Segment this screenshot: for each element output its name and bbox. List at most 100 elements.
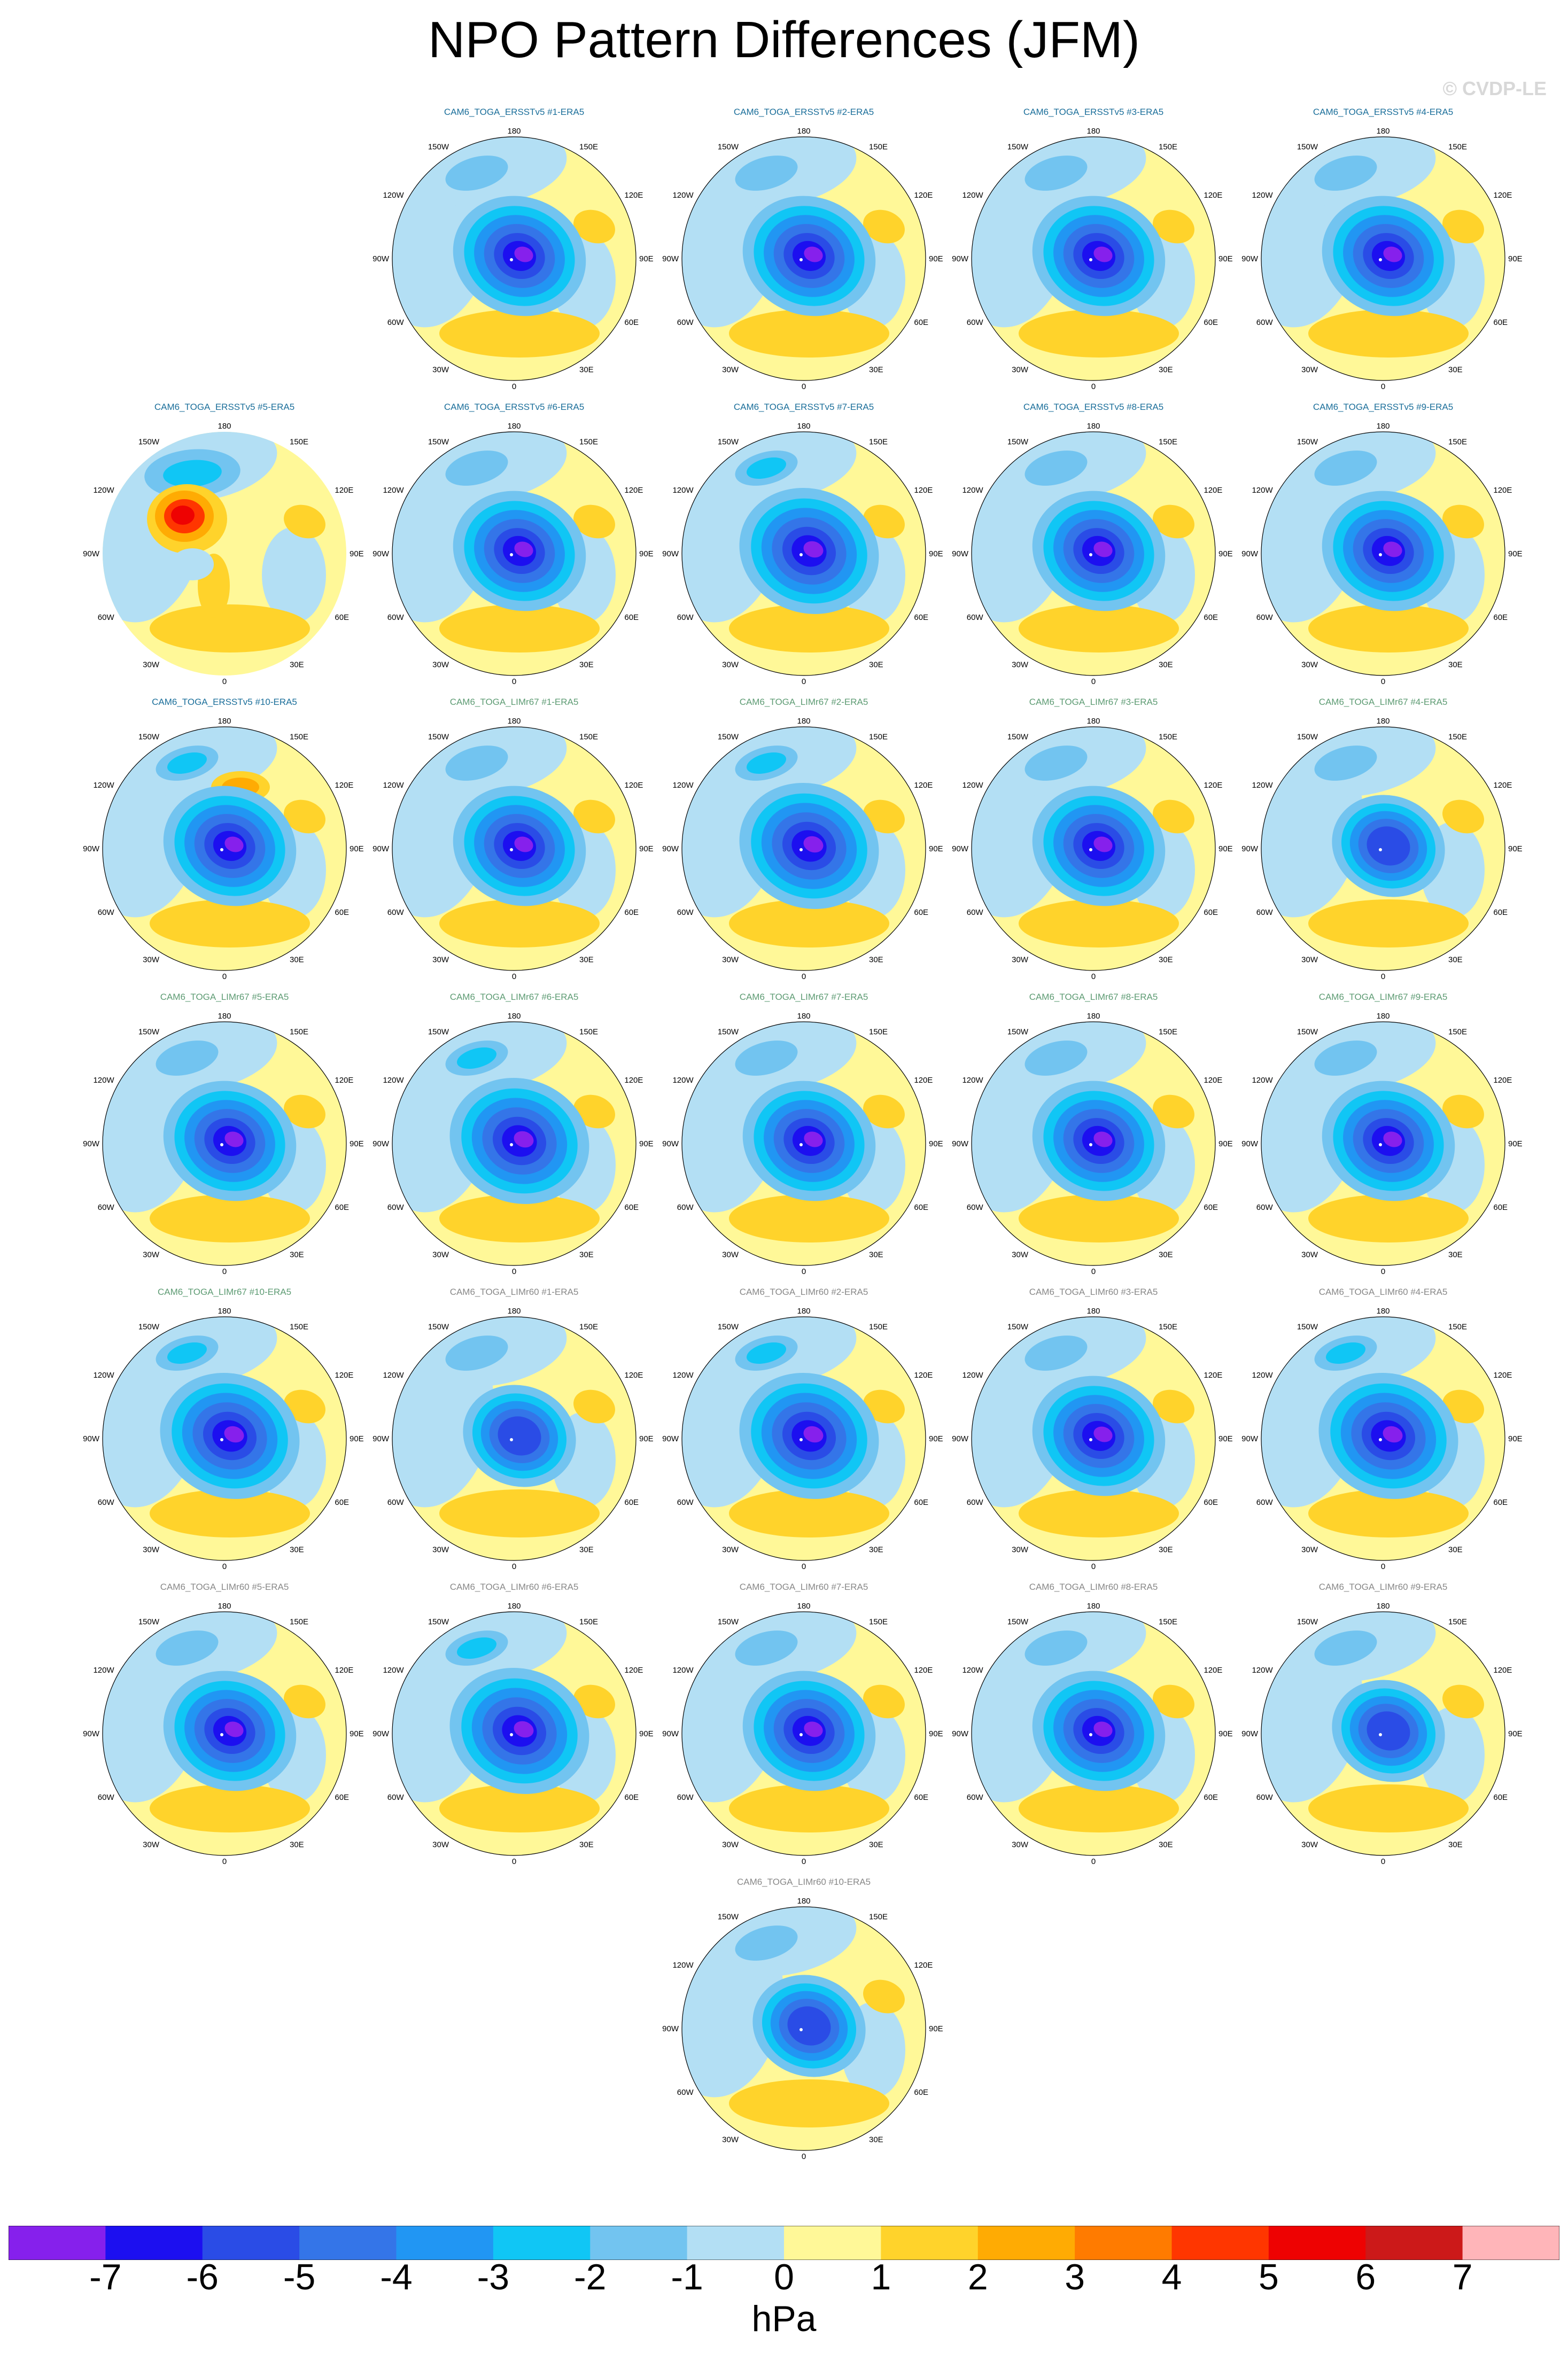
map-label-bottom: 0 [512, 972, 516, 981]
colorbar-swatch [1268, 2226, 1366, 2260]
map-label-upper_left_2: 120W [672, 1666, 694, 1675]
map-label-upper_right_2: 120E [1204, 781, 1222, 790]
map-label-upper_left_2: 120W [1252, 191, 1273, 200]
colorbar-tick-label: -2 [574, 2257, 607, 2297]
map-label-upper_left_1: 150W [428, 143, 449, 152]
panel-title: CAM6_TOGA_LIMr67 #5-ERA5 [160, 992, 289, 1002]
map-label-upper_left_1: 150W [718, 1028, 739, 1037]
map-label-lower_left_1: 60W [387, 1203, 405, 1212]
figure-title: NPO Pattern Differences (JFM) [428, 11, 1140, 68]
map-label-lower_left_2: 30W [722, 1545, 739, 1554]
polar-map: 180 0 90W 90E 150W 120W 150E 120E 60W 30W 60E 30E [1241, 1012, 1523, 1276]
map-label-left: 90W [83, 1139, 100, 1148]
colorbar-tick-label: -3 [477, 2257, 510, 2297]
panel-title: CAM6_TOGA_LIMr60 #5-ERA5 [160, 1582, 289, 1592]
map-label-left: 90W [952, 1729, 969, 1738]
map-label-lower_right_1: 60E [1493, 1498, 1508, 1507]
map-label-lower_left_1: 60W [387, 908, 405, 917]
panel-title: CAM6_TOGA_ERSSTv5 #3-ERA5 [1023, 107, 1164, 117]
map-label-lower_left_1: 60W [677, 318, 694, 327]
map-label-lower_right_2: 30E [1159, 1250, 1173, 1259]
map-label-top: 180 [218, 1012, 231, 1021]
panel-title: CAM6_TOGA_ERSSTv5 #1-ERA5 [444, 107, 585, 117]
map-label-lower_left_2: 30W [722, 1250, 739, 1259]
map-label-lower_right_1: 60E [624, 1793, 639, 1802]
map-label-lower_right_1: 60E [624, 318, 639, 327]
map-label-bottom: 0 [802, 972, 806, 981]
polar-map: 180 0 90W 90E 150W 120W 150E 120E 60W 30W 60E 30E [1241, 1602, 1523, 1866]
map-label-upper_left_2: 120W [962, 191, 983, 200]
colorbar-tick-label: -1 [671, 2257, 703, 2297]
map-label-upper_right_1: 150E [579, 1618, 598, 1627]
map-label-upper_left_1: 150W [1297, 438, 1318, 447]
map-label-lower_left_2: 30W [143, 660, 160, 669]
map-label-lower_right_1: 60E [914, 1498, 928, 1507]
map-label-left: 90W [1241, 1729, 1259, 1738]
map-panel: CAM6_TOGA_ERSSTv5 #7-ERA5 180 0 90W 90E 150W 1… [659, 402, 948, 701]
map-label-upper_left_1: 150W [1297, 1618, 1318, 1627]
map-label-lower_left_1: 60W [967, 1203, 984, 1212]
map-label-lower_right_1: 60E [1204, 1498, 1218, 1507]
map-label-lower_left_2: 30W [722, 660, 739, 669]
map-label-left: 90W [372, 1139, 390, 1148]
colorbar-tick-label: -5 [283, 2257, 316, 2297]
colorbar-swatch [299, 2226, 397, 2260]
map-label-upper_left_2: 120W [383, 781, 404, 790]
map-label-right: 90E [929, 549, 943, 558]
credit-watermark: © CVDP-LE [1442, 77, 1547, 99]
map-label-lower_right_2: 30E [579, 1840, 594, 1849]
map-label-lower_left_2: 30W [143, 955, 160, 964]
map-label-lower_right_2: 30E [1159, 955, 1173, 964]
map-label-upper_right_2: 120E [914, 486, 933, 495]
map-label-lower_left_2: 30W [1301, 660, 1318, 669]
map-label-right: 90E [929, 844, 943, 853]
map-label-lower_left_1: 60W [387, 1498, 405, 1507]
map-panel: CAM6_TOGA_ERSSTv5 #3-ERA5 180 0 90W 90E 150W 1… [949, 107, 1238, 406]
map-label-left: 90W [662, 254, 679, 263]
map-label-right: 90E [350, 1139, 364, 1148]
map-label-lower_right_1: 60E [335, 908, 349, 917]
map-label-upper_right_2: 120E [914, 1961, 933, 1970]
map-label-lower_left_2: 30W [143, 1840, 160, 1849]
map-label-upper_left_1: 150W [1297, 143, 1318, 152]
map-panel: CAM6_TOGA_LIMr67 #8-ERA5 180 0 90W 90E 150W 12… [949, 992, 1238, 1291]
map-label-upper_right_1: 150E [869, 1028, 888, 1037]
panel-title: CAM6_TOGA_LIMr60 #9-ERA5 [1318, 1582, 1448, 1592]
colorbar-swatch [784, 2226, 881, 2260]
map-label-top: 180 [218, 1307, 231, 1316]
map-label-upper_right_2: 120E [624, 486, 643, 495]
panel-title: CAM6_TOGA_LIMr67 #9-ERA5 [1318, 992, 1448, 1002]
map-label-upper_left_2: 120W [672, 191, 694, 200]
map-label-upper_right_1: 150E [1159, 1618, 1177, 1627]
map-label-upper_right_2: 120E [1204, 191, 1222, 200]
map-label-left: 90W [83, 549, 100, 558]
map-label-lower_right_2: 30E [1159, 660, 1173, 669]
map-label-lower_left_1: 60W [387, 613, 405, 622]
map-label-lower_left_2: 30W [432, 955, 449, 964]
map-label-lower_left_2: 30W [1012, 955, 1029, 964]
map-label-bottom: 0 [802, 677, 806, 686]
map-label-lower_left_2: 30W [143, 1250, 160, 1259]
map-label-top: 180 [218, 717, 231, 726]
map-label-lower_left_1: 60W [677, 1203, 694, 1212]
map-label-lower_right_1: 60E [914, 2088, 928, 2097]
map-label-upper_left_1: 150W [1007, 733, 1029, 742]
colorbar-tick-label: 3 [1065, 2257, 1085, 2297]
panel-title: CAM6_TOGA_LIMr60 #3-ERA5 [1029, 1287, 1158, 1297]
panel-title: CAM6_TOGA_ERSSTv5 #9-ERA5 [1313, 402, 1454, 412]
map-panel: CAM6_TOGA_LIMr67 #4-ERA5 180 0 90W 90E 150W 12… [1239, 697, 1527, 996]
map-label-left: 90W [662, 1434, 679, 1443]
map-label-bottom: 0 [512, 382, 516, 391]
map-label-lower_left_2: 30W [432, 365, 449, 374]
map-label-upper_right_2: 120E [335, 1666, 353, 1675]
map-label-right: 90E [639, 1434, 654, 1443]
map-label-upper_left_2: 120W [962, 781, 983, 790]
colorbar-units: hPa [751, 2298, 817, 2339]
map-label-lower_right_2: 30E [869, 1545, 883, 1554]
panel-title: CAM6_TOGA_LIMr60 #10-ERA5 [736, 1877, 871, 1887]
panel-title: CAM6_TOGA_LIMr67 #7-ERA5 [739, 992, 868, 1002]
map-label-lower_right_1: 60E [624, 613, 639, 622]
map-label-lower_right_1: 60E [335, 1498, 349, 1507]
map-label-top: 180 [797, 1897, 810, 1906]
map-label-lower_right_2: 30E [869, 955, 883, 964]
